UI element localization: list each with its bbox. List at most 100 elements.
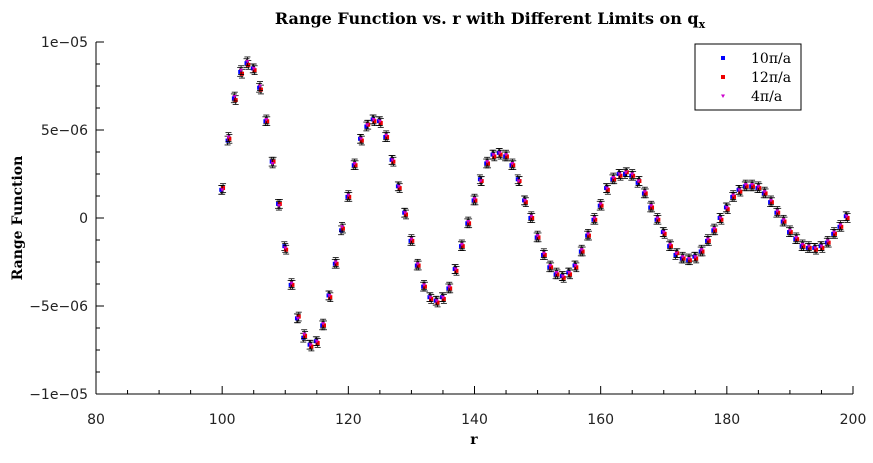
data-point <box>574 265 579 270</box>
data-point <box>844 214 849 219</box>
data-point <box>568 272 573 277</box>
data-point <box>593 217 598 222</box>
data-point <box>763 191 768 196</box>
data-point <box>448 286 453 291</box>
data-point <box>270 161 275 166</box>
data-point <box>668 242 673 247</box>
data-point <box>560 274 565 279</box>
data-point <box>643 191 648 196</box>
data-point <box>693 255 698 259</box>
data-point <box>510 161 515 166</box>
data-point <box>522 198 527 203</box>
data-point <box>497 151 502 155</box>
data-point <box>428 295 433 300</box>
data-point <box>434 299 439 303</box>
data-point <box>440 295 445 300</box>
data-point <box>309 344 314 349</box>
x-tick-label: 200 <box>840 412 867 428</box>
data-point <box>661 230 666 235</box>
data-point <box>346 193 351 198</box>
data-point <box>239 71 244 76</box>
data-point <box>775 209 780 213</box>
data-point <box>845 216 850 220</box>
legend-label: 10π/a <box>751 51 791 67</box>
data-point <box>321 322 326 326</box>
data-point <box>302 332 307 337</box>
data-point <box>598 202 603 206</box>
data-point <box>719 217 724 222</box>
data-point <box>397 186 402 191</box>
data-point <box>706 238 711 243</box>
data-point <box>768 198 773 203</box>
data-point <box>220 188 225 192</box>
data-point <box>511 163 516 168</box>
data-point <box>549 265 554 270</box>
data-point <box>352 161 357 166</box>
data-point <box>227 136 232 141</box>
data-point <box>586 232 591 236</box>
data-point <box>554 271 559 275</box>
data-point <box>473 198 478 203</box>
data-point <box>447 285 452 289</box>
data-point <box>776 210 781 215</box>
data-point <box>668 244 673 249</box>
data-point <box>303 333 308 338</box>
data-point <box>226 135 231 140</box>
data-point <box>756 184 761 189</box>
data-point <box>743 183 748 187</box>
data-point <box>718 216 723 220</box>
legend-box <box>694 43 802 111</box>
x-tick-label: 80 <box>87 412 105 428</box>
data-point <box>681 256 686 261</box>
y-tick-label: 1e−05 <box>41 35 88 51</box>
data-point <box>680 255 685 259</box>
data-point <box>422 284 427 289</box>
chart-title-subscript: x <box>699 18 706 31</box>
data-point <box>296 314 301 319</box>
data-point <box>391 159 396 164</box>
data-point <box>712 227 717 231</box>
data-point <box>713 228 718 233</box>
data-point <box>813 246 818 250</box>
data-point <box>642 190 647 194</box>
data-point <box>390 158 395 162</box>
data-point <box>233 98 238 103</box>
data-point <box>555 272 560 277</box>
data-point <box>686 256 691 261</box>
data-point <box>422 283 427 287</box>
data-point <box>277 201 282 206</box>
data-point <box>781 218 786 222</box>
data-point <box>523 200 528 205</box>
data-point <box>308 343 313 347</box>
data-point <box>353 163 358 168</box>
data-point <box>472 197 477 201</box>
data-point <box>429 296 434 301</box>
data-point <box>611 176 616 180</box>
data-point <box>340 225 345 229</box>
data-point <box>322 323 326 328</box>
data-marks <box>218 56 851 352</box>
data-point <box>561 275 566 280</box>
data-point <box>592 216 597 220</box>
data-point <box>541 251 546 256</box>
data-point <box>529 214 534 219</box>
data-point <box>504 153 509 157</box>
data-point <box>801 244 806 249</box>
data-point <box>630 172 635 176</box>
chart-title: Range Function vs. r with Different Limi… <box>275 9 706 31</box>
data-point <box>662 231 667 236</box>
data-point <box>814 247 819 252</box>
data-point <box>221 186 226 191</box>
x-tick-label: 160 <box>587 412 614 428</box>
data-point <box>334 261 339 266</box>
data-point <box>794 235 799 240</box>
x-tick-label: 140 <box>461 412 488 428</box>
data-point <box>787 228 792 233</box>
data-point <box>467 221 472 226</box>
data-point <box>478 179 483 184</box>
legend-label: 4π/a <box>751 89 782 105</box>
data-point <box>762 190 767 194</box>
data-point <box>825 239 830 243</box>
data-point <box>314 339 319 344</box>
data-point <box>372 119 377 124</box>
